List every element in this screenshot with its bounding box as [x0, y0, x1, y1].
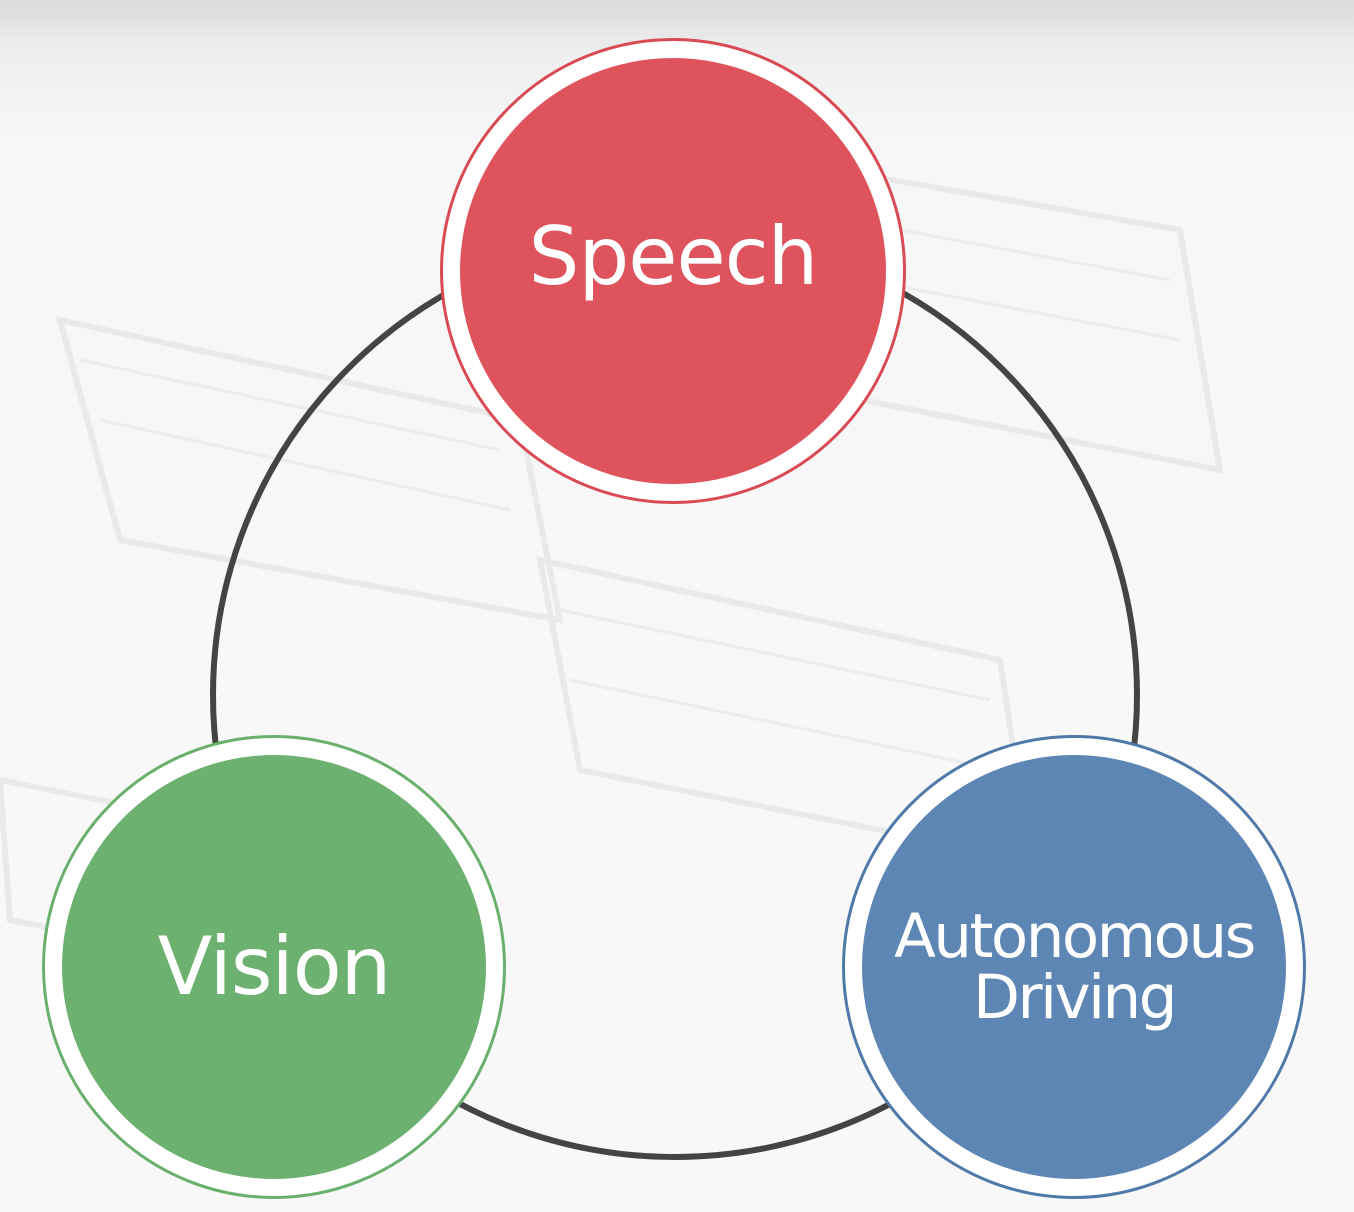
autonomous-driving-node: Autonomous Driving — [842, 735, 1306, 1199]
autonomous-driving-label: Autonomous Driving — [894, 901, 1256, 1033]
vision-node-fill: Vision — [62, 755, 486, 1179]
vision-label: Vision — [157, 920, 392, 1013]
speech-label: Speech — [528, 210, 819, 303]
autonomous-driving-node-fill: Autonomous Driving — [862, 755, 1286, 1179]
autonomous-driving-label-line2: Driving — [973, 962, 1177, 1033]
vision-node: Vision — [42, 735, 506, 1199]
speech-node: Speech — [440, 38, 906, 504]
autonomous-driving-label-line1: Autonomous — [894, 901, 1256, 972]
speech-node-fill: Speech — [460, 58, 886, 484]
